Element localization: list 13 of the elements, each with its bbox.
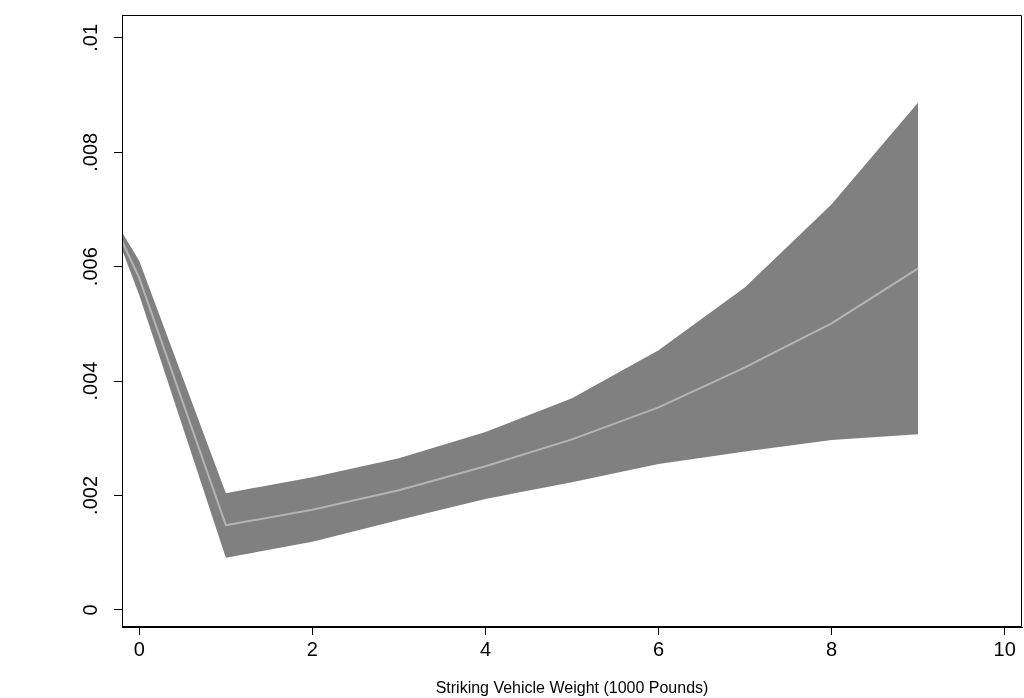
y-tick-label: 0 (79, 604, 102, 616)
y-tick-label: .006 (79, 247, 102, 287)
x-axis-title: Striking Vehicle Weight (1000 Pounds) (435, 678, 709, 696)
x-tick-label: 2 (306, 637, 318, 660)
x-tick-label: 6 (652, 637, 665, 660)
x-tick-label: 10 (993, 637, 1016, 660)
y-tick-label: .002 (79, 475, 102, 515)
x-tick-label: 0 (133, 637, 145, 660)
x-tick-label: 4 (479, 637, 492, 660)
y-tick-label: .008 (79, 132, 102, 172)
y-tick-label: .004 (79, 361, 102, 401)
y-tick-label: .01 (79, 23, 102, 52)
x-tick-label: 8 (826, 637, 838, 660)
